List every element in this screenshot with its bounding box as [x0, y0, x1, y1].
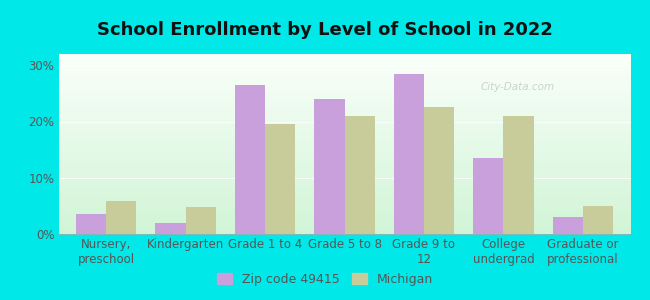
Bar [235, 85, 265, 234]
Bar [76, 214, 106, 234]
Bar [473, 158, 503, 234]
Legend: Zip code 49415, Michigan: Zip code 49415, Michigan [212, 268, 438, 291]
Bar [344, 116, 374, 234]
Text: City-Data.com: City-Data.com [481, 82, 555, 92]
Bar [265, 124, 295, 234]
Text: School Enrollment by Level of School in 2022: School Enrollment by Level of School in … [97, 21, 553, 39]
Bar [583, 206, 613, 234]
Bar [186, 207, 216, 234]
Bar [155, 223, 186, 234]
Bar [503, 116, 534, 234]
Bar [106, 201, 136, 234]
Bar [315, 99, 344, 234]
Bar [394, 74, 424, 234]
Bar [424, 107, 454, 234]
Bar [552, 217, 583, 234]
